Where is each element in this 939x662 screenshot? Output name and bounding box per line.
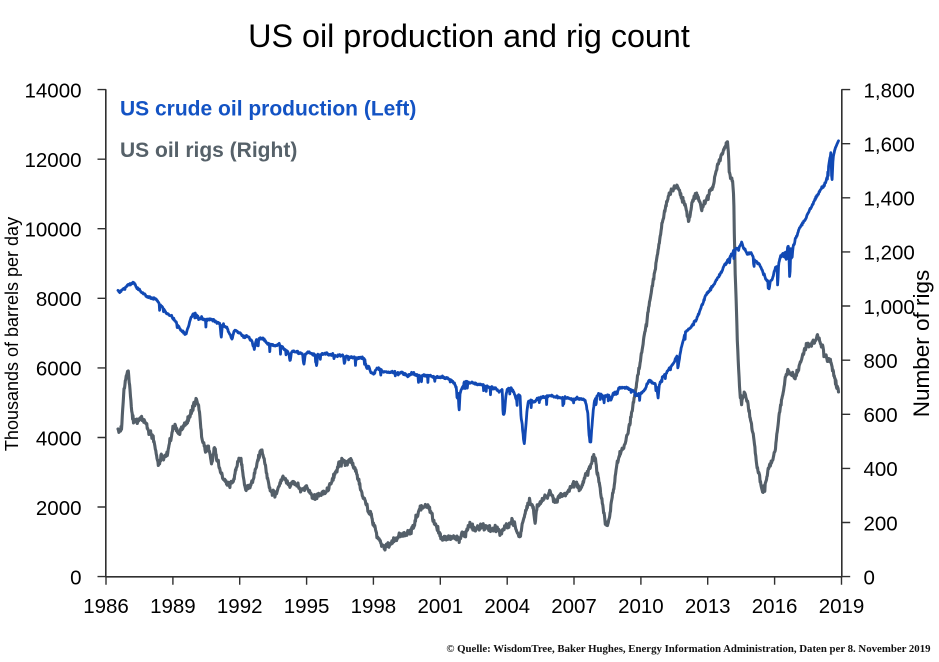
svg-text:8000: 8000: [36, 288, 82, 311]
svg-text:0: 0: [864, 566, 875, 589]
svg-text:2001: 2001: [417, 595, 463, 618]
svg-text:Number of rigs: Number of rigs: [909, 270, 934, 418]
svg-text:10000: 10000: [24, 219, 81, 242]
svg-text:Thousands of barrels per day: Thousands of barrels per day: [2, 217, 22, 451]
svg-text:2010: 2010: [618, 595, 664, 618]
svg-text:1992: 1992: [217, 595, 263, 618]
svg-text:2013: 2013: [685, 595, 731, 618]
svg-text:800: 800: [864, 350, 898, 373]
svg-text:1998: 1998: [351, 595, 397, 618]
svg-text:400: 400: [864, 458, 898, 481]
svg-text:© Quelle: WisdomTree, Baker Hu: © Quelle: WisdomTree, Baker Hughes, Ener…: [446, 643, 931, 655]
svg-text:2016: 2016: [752, 595, 798, 618]
svg-text:1,000: 1,000: [864, 296, 915, 319]
svg-text:2000: 2000: [36, 497, 82, 520]
svg-text:1995: 1995: [284, 595, 330, 618]
svg-text:14000: 14000: [24, 79, 81, 102]
svg-text:12000: 12000: [24, 149, 81, 172]
svg-text:1986: 1986: [83, 595, 129, 618]
svg-text:US oil rigs (Right): US oil rigs (Right): [120, 139, 297, 162]
svg-text:1989: 1989: [150, 595, 196, 618]
svg-text:0: 0: [70, 566, 81, 589]
svg-text:1,800: 1,800: [864, 79, 915, 102]
svg-text:2019: 2019: [819, 595, 865, 618]
svg-text:1,600: 1,600: [864, 134, 915, 157]
svg-text:1,200: 1,200: [864, 242, 915, 265]
svg-text:2007: 2007: [551, 595, 597, 618]
svg-text:6000: 6000: [36, 358, 82, 381]
svg-text:600: 600: [864, 404, 898, 427]
svg-text:4000: 4000: [36, 427, 82, 450]
svg-text:200: 200: [864, 512, 898, 535]
svg-text:US oil production and rig coun: US oil production and rig count: [248, 18, 690, 54]
svg-text:US crude oil production (Left): US crude oil production (Left): [120, 97, 416, 120]
svg-text:1,400: 1,400: [864, 188, 915, 211]
svg-text:2004: 2004: [484, 595, 530, 618]
